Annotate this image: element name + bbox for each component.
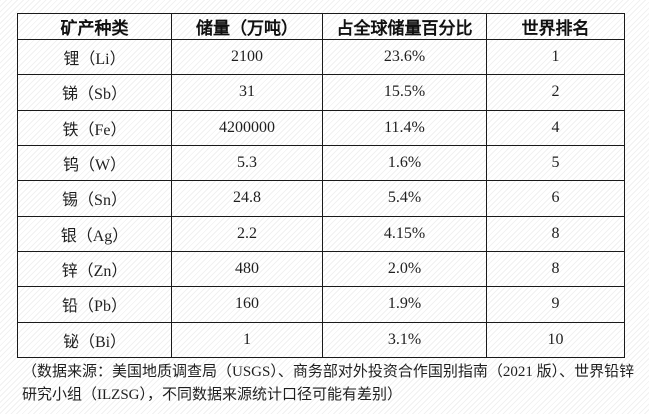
world-rank-cell: 4: [486, 109, 625, 146]
global-share-cell: 4.15%: [322, 215, 487, 252]
table-row-lead: 铅（Pb） 160 1.9% 9: [17, 286, 625, 323]
table-row-tungsten: 钨（W） 5.3 1.6% 5: [17, 144, 625, 182]
table-row-silver: 银（Ag） 2.2 4.15% 8: [17, 215, 625, 252]
table-row-antimony: 锑（Sb） 31 15.5% 2: [17, 74, 625, 111]
world-rank-cell: 8: [486, 250, 625, 288]
mineral-cell: 铋（Bi）: [17, 321, 172, 359]
global-share-cell: 23.6%: [322, 38, 487, 76]
world-rank-cell: 9: [486, 286, 625, 323]
header-cell-global-share: 占全球储量百分比: [322, 13, 487, 40]
table-row-tin: 锡（Sn） 24.8 5.4% 6: [17, 180, 625, 217]
mineral-cell: 铁（Fe）: [17, 109, 172, 146]
reserves-cell: 5.3: [171, 144, 323, 182]
world-rank-cell: 5: [486, 144, 625, 182]
global-share-cell: 1.9%: [322, 286, 487, 323]
reserves-cell: 2.2: [171, 215, 323, 252]
table-row-lithium: 锂（Li） 2100 23.6% 1: [17, 38, 625, 76]
world-rank-cell: 6: [486, 180, 625, 217]
mineral-cell: 钨（W）: [17, 144, 172, 182]
reserves-cell: 480: [171, 250, 323, 288]
table-row-zinc: 锌（Zn） 480 2.0% 8: [17, 250, 625, 288]
mineral-cell: 锂（Li）: [17, 38, 172, 76]
world-rank-cell: 1: [486, 38, 625, 76]
table-header-row: 矿产种类 储量（万吨） 占全球储量百分比 世界排名: [17, 13, 625, 40]
table-row-iron: 铁（Fe） 4200000 11.4% 4: [17, 109, 625, 146]
world-rank-cell: 10: [486, 321, 625, 359]
world-rank-cell: 8: [486, 215, 625, 252]
reserves-cell: 1: [171, 321, 323, 359]
data-source-note: （数据来源：美国地质调查局（USGS）、商务部对外投资合作国别指南（2021 版…: [22, 364, 635, 403]
global-share-cell: 2.0%: [322, 250, 487, 288]
reserves-cell: 24.8: [171, 180, 323, 217]
global-share-cell: 1.6%: [322, 144, 487, 182]
mineral-cell: 锌（Zn）: [17, 250, 172, 288]
global-share-cell: 15.5%: [322, 74, 487, 111]
global-share-cell: 11.4%: [322, 109, 487, 146]
table-row-bismuth: 铋（Bi） 1 3.1% 10: [17, 321, 625, 359]
minerals-table: 矿产种类 储量（万吨） 占全球储量百分比 世界排名 锂（Li） 2100 23.…: [17, 13, 625, 359]
global-share-cell: 5.4%: [322, 180, 487, 217]
header-cell-reserves: 储量（万吨）: [171, 13, 323, 40]
mineral-cell: 铅（Pb）: [17, 286, 172, 323]
reserves-cell: 31: [171, 74, 323, 111]
mineral-cell: 锡（Sn）: [17, 180, 172, 217]
header-cell-mineral-type: 矿产种类: [17, 13, 172, 40]
reserves-cell: 2100: [171, 38, 323, 76]
header-cell-world-rank: 世界排名: [486, 13, 625, 40]
reserves-cell: 4200000: [171, 109, 323, 146]
global-share-cell: 3.1%: [322, 321, 487, 359]
mineral-cell: 锑（Sb）: [17, 74, 172, 111]
world-rank-cell: 2: [486, 74, 625, 111]
mineral-cell: 银（Ag）: [17, 215, 172, 252]
reserves-cell: 160: [171, 286, 323, 323]
